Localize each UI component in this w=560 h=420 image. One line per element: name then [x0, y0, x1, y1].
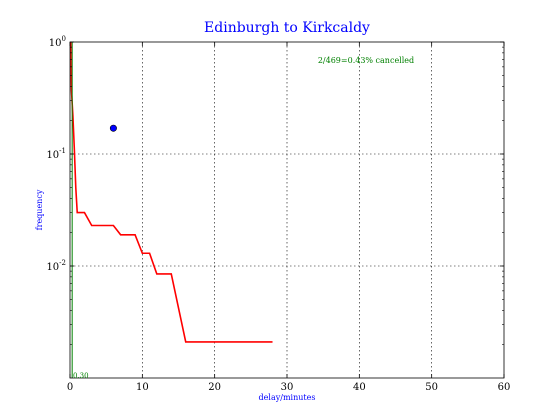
- cancelled-point: [109, 124, 117, 132]
- grid-layer: [70, 42, 504, 378]
- y-tick-label: 100: [49, 35, 66, 49]
- x-axis-label: delay/minutes: [259, 393, 316, 402]
- series-line-0: [69, 41, 273, 343]
- cancelled-annotation: 2/469=0.43% cancelled: [318, 56, 414, 65]
- y-tick-label: 10-2: [46, 259, 66, 273]
- x-tick-label: 10: [136, 382, 149, 393]
- x-tick-label: 40: [353, 382, 366, 393]
- chart-title: Edinburgh to Kirkcaldy: [204, 20, 370, 36]
- green-series-label: 0.30: [73, 372, 89, 380]
- tick-layer: 0 10 20 30 40 50 60 100 10-1 10-2: [46, 35, 510, 393]
- x-tick-label: 60: [498, 382, 511, 393]
- y-tick-label: 10-1: [46, 147, 66, 161]
- x-tick-label: 20: [208, 382, 221, 393]
- x-tick-label: 30: [281, 382, 294, 393]
- y-axis-label: frequency: [35, 189, 44, 230]
- series-layer: [69, 41, 273, 378]
- x-tick-label: 50: [425, 382, 438, 393]
- x-tick-label: 0: [67, 382, 73, 393]
